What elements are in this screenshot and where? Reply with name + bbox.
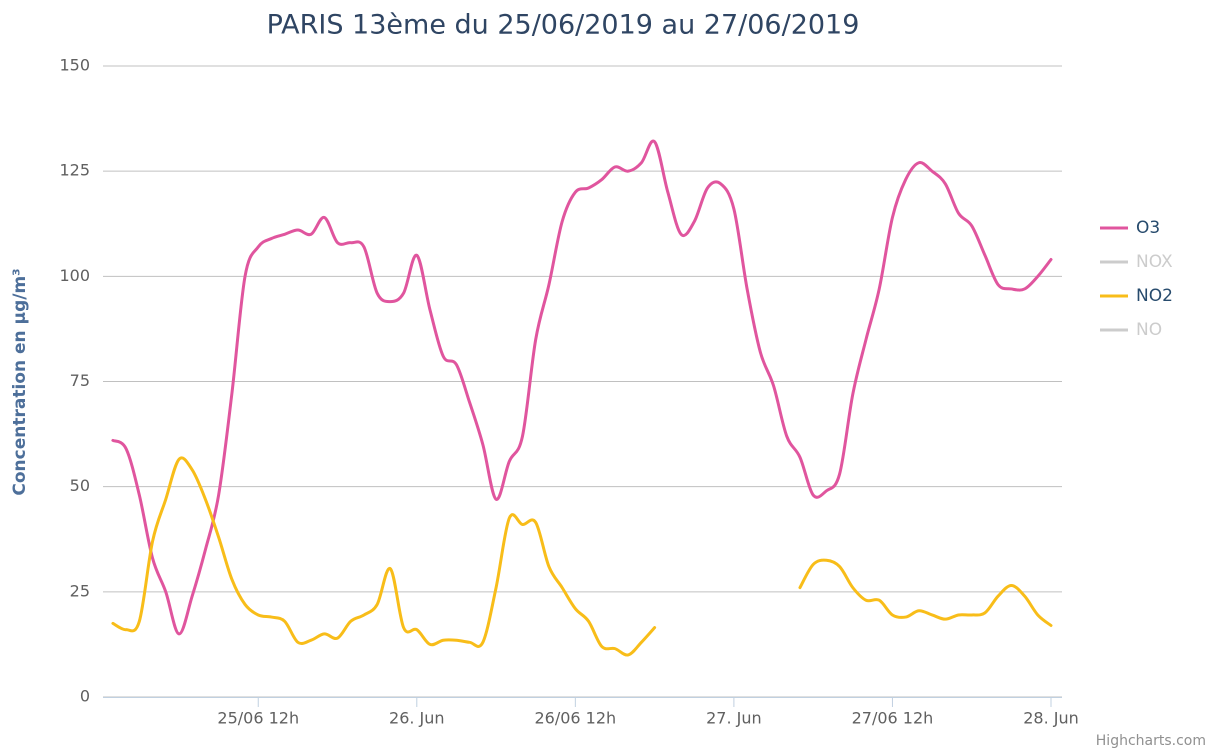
legend-label[interactable]: NO2 xyxy=(1136,286,1173,306)
legend-label[interactable]: NOX xyxy=(1136,252,1173,272)
line xyxy=(111,139,1053,636)
x-tick-label: 27/06 12h xyxy=(852,709,934,728)
y-tick-label: 150 xyxy=(59,56,90,75)
y-tick-label: 75 xyxy=(70,371,90,390)
y-tick-label: 125 xyxy=(59,161,90,180)
y-tick-label: 50 xyxy=(70,476,90,495)
x-tick-label: 26/06 12h xyxy=(534,709,616,728)
line xyxy=(111,456,657,657)
credits[interactable]: Highcharts.com xyxy=(1096,733,1206,749)
y-tick-label: 100 xyxy=(59,266,90,285)
chart-title: PARIS 13ème du 25/06/2019 au 27/06/2019 xyxy=(267,10,860,41)
y-tick-label: 0 xyxy=(80,687,90,706)
y-axis-label: Concentration en µg/m³ xyxy=(10,268,30,495)
x-tick-label: 26. Jun xyxy=(389,709,445,728)
line xyxy=(798,558,1053,627)
y-tick-label: 25 xyxy=(70,581,90,600)
x-tick-label: 28. Jun xyxy=(1023,709,1079,728)
legend-label[interactable]: NO xyxy=(1136,320,1162,340)
x-tick-label: 27. Jun xyxy=(706,709,762,728)
legend-label[interactable]: O3 xyxy=(1136,218,1160,238)
x-tick-label: 25/06 12h xyxy=(217,709,299,728)
